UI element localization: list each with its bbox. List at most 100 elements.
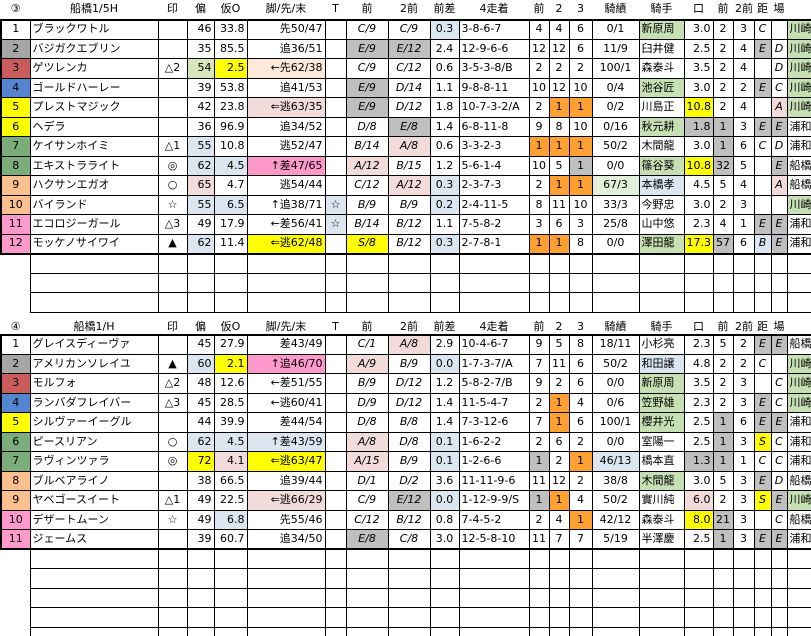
jockey-record[interactable]: 67/3 [591, 175, 640, 196]
jockey[interactable]: 臼井健 [638, 38, 685, 59]
empty-cell[interactable] [213, 253, 248, 274]
venue[interactable]: 川崎 [786, 58, 811, 79]
kuchi[interactable]: 3.5 [683, 373, 714, 394]
pos-prev[interactable]: 10 [528, 77, 550, 98]
kari-o[interactable]: 28.5 [213, 392, 248, 413]
empty-cell[interactable] [387, 292, 431, 313]
empty-cell[interactable] [157, 272, 188, 293]
j-prev2[interactable]: 6 [732, 412, 755, 433]
pos-3[interactable]: 2 [568, 470, 593, 491]
empty-cell[interactable] [683, 568, 714, 589]
pos-3[interactable]: 6 [568, 412, 593, 433]
jockey-record[interactable]: 5/19 [591, 529, 640, 550]
empty-cell[interactable] [683, 272, 714, 293]
last4-finishes[interactable]: 11-5-4-7 [458, 392, 530, 413]
hen[interactable]: 55 [186, 194, 215, 215]
row-number[interactable]: 6 [0, 431, 31, 452]
empty-cell[interactable] [591, 587, 640, 608]
mark[interactable]: △1 [157, 490, 188, 511]
empty-cell[interactable] [186, 292, 215, 313]
prev-race[interactable]: D/1 [345, 470, 389, 491]
kuchi[interactable]: 10.8 [683, 155, 714, 176]
track-apt[interactable] [770, 194, 788, 215]
empty-cell[interactable] [246, 587, 326, 608]
margin[interactable]: 3.0 [429, 529, 460, 550]
prev-race[interactable]: E/8 [345, 529, 389, 550]
pos-2[interactable]: 11 [548, 353, 570, 374]
j-prev2[interactable]: 2 [732, 353, 755, 374]
kari-o[interactable]: 10.8 [213, 136, 248, 157]
kuchi[interactable]: 6.0 [683, 490, 714, 511]
prev-race[interactable]: B/9 [345, 194, 389, 215]
jockey[interactable]: 山中悠 [638, 214, 685, 235]
hen[interactable]: 38 [186, 470, 215, 491]
empty-cell[interactable] [712, 568, 734, 589]
hen[interactable]: 46 [186, 18, 215, 40]
kuchi[interactable]: 3.5 [683, 58, 714, 79]
hen[interactable]: 36 [186, 116, 215, 137]
empty-cell[interactable] [246, 607, 326, 628]
empty-cell[interactable] [568, 292, 593, 313]
dist-apt[interactable]: E [753, 116, 772, 137]
mark[interactable]: ○ [157, 175, 188, 196]
t-col[interactable] [324, 233, 347, 255]
j-prev[interactable]: 2 [712, 373, 734, 394]
empty-cell[interactable] [770, 272, 788, 293]
mark[interactable]: ◎ [157, 451, 188, 472]
j-prev[interactable]: 32 [712, 155, 734, 176]
t-col[interactable] [324, 431, 347, 452]
jockey-record[interactable]: 46/13 [591, 451, 640, 472]
prev-race[interactable]: E/9 [345, 97, 389, 118]
row-number[interactable]: 5 [0, 412, 31, 433]
empty-cell[interactable] [712, 626, 734, 636]
last4-finishes[interactable]: 12-5-8-10 [458, 529, 530, 550]
empty-cell[interactable] [591, 607, 640, 628]
empty-cell[interactable] [429, 272, 460, 293]
pos-2[interactable]: 1 [548, 136, 570, 157]
running-style[interactable]: 追34/50 [246, 529, 326, 550]
pos-3[interactable]: 1 [568, 97, 593, 118]
pos-2[interactable]: 1 [548, 175, 570, 196]
running-style[interactable]: 追39/44 [246, 470, 326, 491]
dist-apt[interactable]: C [753, 18, 772, 40]
pos-2[interactable]: 6 [548, 214, 570, 235]
j-prev[interactable]: 57 [712, 233, 734, 255]
empty-cell[interactable] [591, 626, 640, 636]
margin[interactable]: 0.3 [429, 233, 460, 255]
prev2-race[interactable]: A/12 [387, 175, 431, 196]
empty-cell[interactable] [753, 587, 772, 608]
empty-cell[interactable] [712, 292, 734, 313]
prev2-race[interactable]: C/12 [387, 58, 431, 79]
t-col[interactable] [324, 38, 347, 59]
empty-cell[interactable] [753, 292, 772, 313]
horse-name[interactable]: バジガクエブリン [29, 38, 159, 59]
last4-finishes[interactable]: 3-5-3-8/B [458, 58, 530, 79]
jockey[interactable]: 池谷匠 [638, 77, 685, 98]
pos-3[interactable]: 8 [568, 333, 593, 355]
empty-cell[interactable] [712, 607, 734, 628]
venue[interactable]: 船橋 [786, 333, 811, 355]
mark[interactable]: ○ [157, 431, 188, 452]
empty-cell[interactable] [246, 292, 326, 313]
empty-cell[interactable] [528, 272, 550, 293]
hen[interactable]: 49 [186, 509, 215, 530]
j-prev2[interactable]: 1 [732, 214, 755, 235]
empty-cell[interactable] [528, 626, 550, 636]
pos-2[interactable]: 4 [548, 18, 570, 40]
kari-o[interactable]: 85.5 [213, 38, 248, 59]
t-col[interactable] [324, 353, 347, 374]
kari-o[interactable]: 11.4 [213, 233, 248, 255]
pos-3[interactable]: 10 [568, 116, 593, 137]
running-style[interactable]: ⇐逃63/47 [246, 451, 326, 472]
empty-cell[interactable] [345, 292, 389, 313]
row-number[interactable]: 2 [0, 353, 31, 374]
margin[interactable]: 1.2 [429, 155, 460, 176]
last4-finishes[interactable]: 1-12-9-9/S [458, 490, 530, 511]
last4-finishes[interactable]: 7-3-12-6 [458, 412, 530, 433]
last4-finishes[interactable]: 2-7-8-1 [458, 233, 530, 255]
empty-cell[interactable] [548, 253, 570, 274]
empty-cell[interactable] [387, 548, 431, 569]
kuchi[interactable]: 2.5 [683, 412, 714, 433]
j-prev2[interactable]: 3 [732, 529, 755, 550]
prev2-race[interactable]: D/2 [387, 470, 431, 491]
